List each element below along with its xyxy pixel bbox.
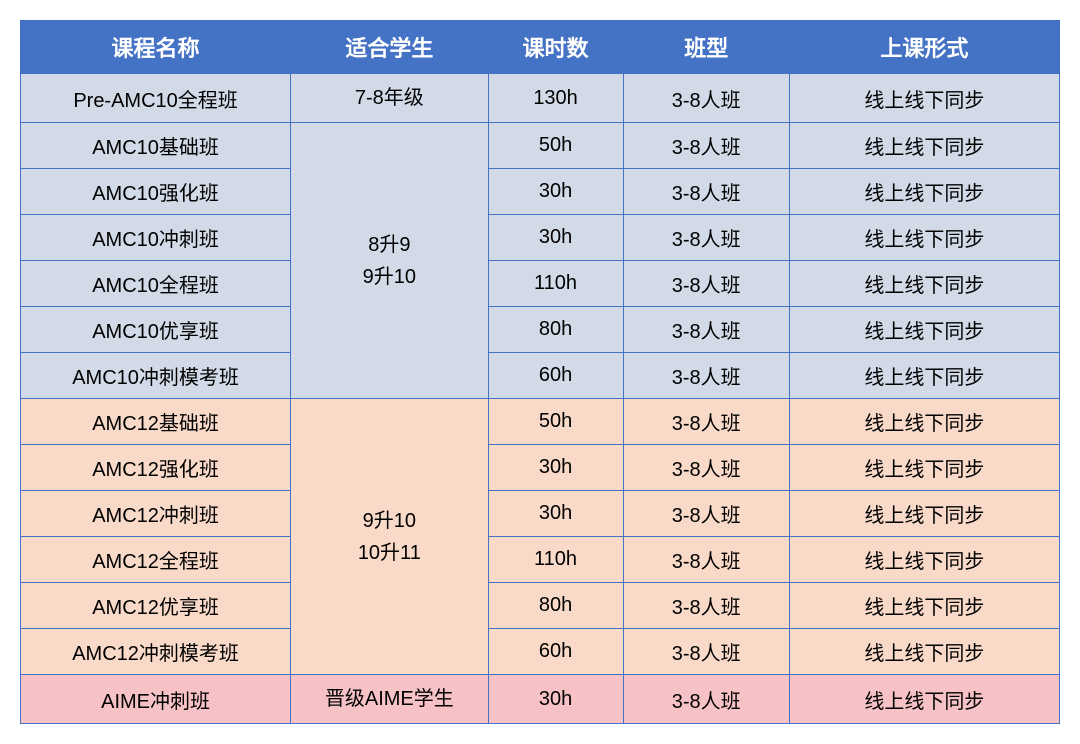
header-student: 适合学生 — [291, 21, 488, 74]
cell-format: 线上线下同步 — [789, 169, 1059, 215]
table-header: 课程名称 适合学生 课时数 班型 上课形式 — [21, 21, 1060, 74]
cell-class-type: 3-8人班 — [623, 399, 789, 445]
cell-class-type: 3-8人班 — [623, 537, 789, 583]
table-body: Pre-AMC10全程班7-8年级130h3-8人班线上线下同步AMC10基础班… — [21, 74, 1060, 724]
cell-format: 线上线下同步 — [789, 261, 1059, 307]
cell-class-type: 3-8人班 — [623, 583, 789, 629]
cell-hours: 130h — [488, 74, 623, 123]
student-line: 9升10 — [295, 261, 483, 293]
cell-class-type: 3-8人班 — [623, 491, 789, 537]
cell-format: 线上线下同步 — [789, 307, 1059, 353]
cell-hours: 110h — [488, 537, 623, 583]
cell-hours: 30h — [488, 215, 623, 261]
cell-hours: 30h — [488, 491, 623, 537]
header-hours: 课时数 — [488, 21, 623, 74]
cell-student: 晋级AIME学生 — [291, 675, 488, 724]
cell-hours: 30h — [488, 169, 623, 215]
cell-format: 线上线下同步 — [789, 629, 1059, 675]
cell-course: AIME冲刺班 — [21, 675, 291, 724]
cell-hours: 60h — [488, 629, 623, 675]
table-row: AMC12冲刺模考班 60h3-8人班线上线下同步 — [21, 629, 1060, 675]
cell-format: 线上线下同步 — [789, 583, 1059, 629]
cell-student: 7-8年级 — [291, 74, 488, 123]
cell-class-type: 3-8人班 — [623, 215, 789, 261]
cell-class-type: 3-8人班 — [623, 74, 789, 123]
table-row: AMC10冲刺班 30h3-8人班线上线下同步 — [21, 215, 1060, 261]
cell-class-type: 3-8人班 — [623, 169, 789, 215]
cell-class-type: 3-8人班 — [623, 307, 789, 353]
table-row: AIME冲刺班晋级AIME学生30h3-8人班线上线下同步 — [21, 675, 1060, 724]
cell-hours: 50h — [488, 123, 623, 169]
student-line: 7-8年级 — [295, 82, 483, 114]
table-row: AMC10全程班 110h3-8人班线上线下同步 — [21, 261, 1060, 307]
cell-course: AMC12冲刺模考班 — [21, 629, 291, 675]
header-class: 班型 — [623, 21, 789, 74]
table-row: AMC10强化班 30h3-8人班线上线下同步 — [21, 169, 1060, 215]
cell-format: 线上线下同步 — [789, 215, 1059, 261]
student-line: 晋级AIME学生 — [295, 683, 483, 715]
cell-course: AMC12全程班 — [21, 537, 291, 583]
cell-hours: 30h — [488, 675, 623, 724]
cell-course: AMC10冲刺班 — [21, 215, 291, 261]
cell-hours: 110h — [488, 261, 623, 307]
cell-hours: 50h — [488, 399, 623, 445]
table-row: AMC12冲刺班 30h3-8人班线上线下同步 — [21, 491, 1060, 537]
table-row: AMC12全程班 110h3-8人班线上线下同步 — [21, 537, 1060, 583]
table-row: Pre-AMC10全程班7-8年级130h3-8人班线上线下同步 — [21, 74, 1060, 123]
table-row: AMC12基础班9升1010升1150h3-8人班线上线下同步 — [21, 399, 1060, 445]
cell-format: 线上线下同步 — [789, 491, 1059, 537]
cell-format: 线上线下同步 — [789, 675, 1059, 724]
cell-course: AMC10优享班 — [21, 307, 291, 353]
table-row: AMC10优享班 80h3-8人班线上线下同步 — [21, 307, 1060, 353]
cell-class-type: 3-8人班 — [623, 123, 789, 169]
header-format: 上课形式 — [789, 21, 1059, 74]
cell-student: 9升1010升11 — [291, 399, 488, 675]
cell-course: AMC12基础班 — [21, 399, 291, 445]
cell-course: AMC10强化班 — [21, 169, 291, 215]
table-row: AMC12强化班 30h3-8人班线上线下同步 — [21, 445, 1060, 491]
cell-format: 线上线下同步 — [789, 445, 1059, 491]
student-line: 10升11 — [295, 537, 483, 569]
cell-class-type: 3-8人班 — [623, 675, 789, 724]
header-course: 课程名称 — [21, 21, 291, 74]
student-line: 8升9 — [295, 229, 483, 261]
cell-course: AMC10基础班 — [21, 123, 291, 169]
cell-hours: 80h — [488, 307, 623, 353]
cell-class-type: 3-8人班 — [623, 353, 789, 399]
cell-course: AMC10全程班 — [21, 261, 291, 307]
cell-course: AMC12冲刺班 — [21, 491, 291, 537]
student-line: 9升10 — [295, 505, 483, 537]
cell-course: AMC10冲刺模考班 — [21, 353, 291, 399]
table-row: AMC10基础班8升99升1050h3-8人班线上线下同步 — [21, 123, 1060, 169]
course-schedule-table: 课程名称 适合学生 课时数 班型 上课形式 Pre-AMC10全程班7-8年级1… — [20, 20, 1060, 724]
cell-course: Pre-AMC10全程班 — [21, 74, 291, 123]
cell-format: 线上线下同步 — [789, 399, 1059, 445]
cell-class-type: 3-8人班 — [623, 261, 789, 307]
cell-class-type: 3-8人班 — [623, 629, 789, 675]
table-row: AMC12优享班 80h3-8人班线上线下同步 — [21, 583, 1060, 629]
cell-student: 8升99升10 — [291, 123, 488, 399]
cell-course: AMC12优享班 — [21, 583, 291, 629]
cell-hours: 80h — [488, 583, 623, 629]
cell-format: 线上线下同步 — [789, 353, 1059, 399]
table-row: AMC10冲刺模考班 60h3-8人班线上线下同步 — [21, 353, 1060, 399]
cell-hours: 30h — [488, 445, 623, 491]
cell-format: 线上线下同步 — [789, 537, 1059, 583]
cell-format: 线上线下同步 — [789, 74, 1059, 123]
cell-class-type: 3-8人班 — [623, 445, 789, 491]
cell-hours: 60h — [488, 353, 623, 399]
cell-course: AMC12强化班 — [21, 445, 291, 491]
cell-format: 线上线下同步 — [789, 123, 1059, 169]
